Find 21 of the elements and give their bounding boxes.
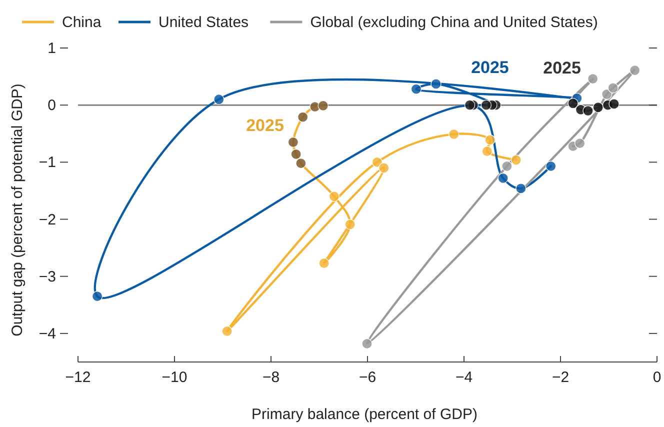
y-tick-label: −4 <box>38 325 56 342</box>
x-axis-title: Primary balance (percent of GDP) <box>252 406 478 423</box>
y-tick-label: 0 <box>48 97 56 114</box>
legend-label: China <box>62 14 102 31</box>
x-tick-label: −6 <box>358 369 376 386</box>
annotation: 2025 <box>543 58 581 78</box>
legend-label: United States <box>158 14 249 31</box>
x-tick-label: −2 <box>552 369 570 386</box>
x-tick-label: −4 <box>455 369 473 386</box>
x-tick-label: −12 <box>65 369 91 386</box>
x-tick-label: −10 <box>162 369 188 386</box>
x-tick-label: −8 <box>262 369 280 386</box>
legend-label: Global (excluding China and United States) <box>310 14 598 31</box>
y-axis-title: Output gap (percent of potential GDP) <box>9 84 26 336</box>
y-tick-label: −1 <box>38 154 56 172</box>
annotation: 2025 <box>246 116 284 135</box>
y-tick-label: −3 <box>38 268 56 286</box>
y-tick-label: −2 <box>38 211 56 228</box>
annotation: 2025 <box>471 58 509 78</box>
x-tick-label: 0 <box>652 369 662 386</box>
y-tick-label: 1 <box>48 40 56 57</box>
